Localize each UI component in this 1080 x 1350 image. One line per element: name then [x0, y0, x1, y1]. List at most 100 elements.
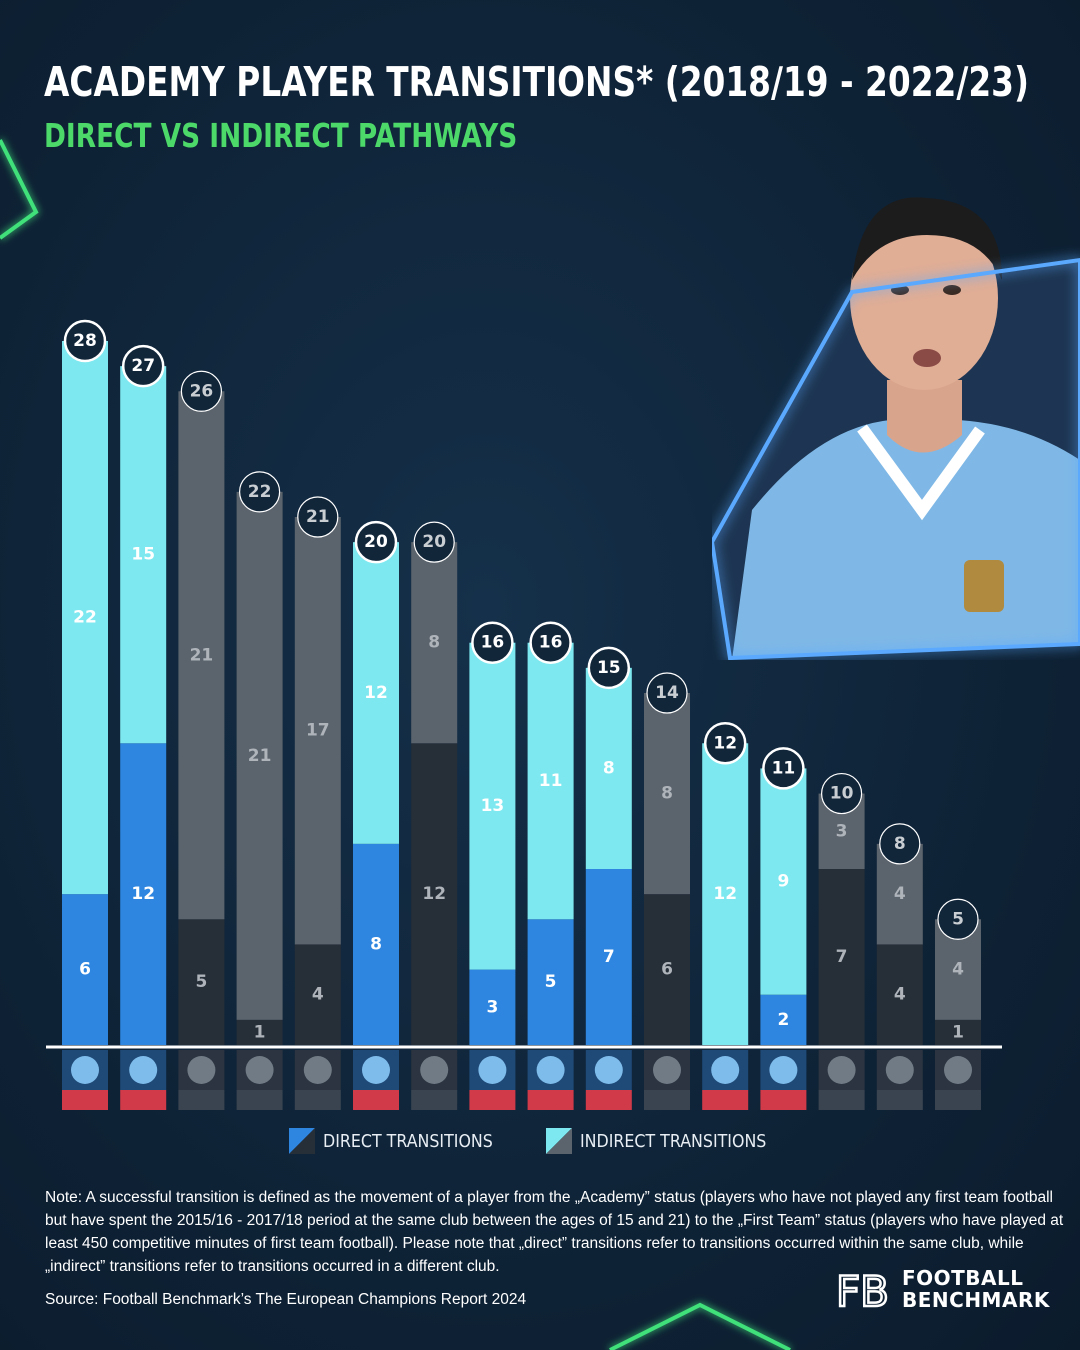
club-crest-icon	[653, 1056, 681, 1084]
bars-layer: 6222812152752126121224172181220128203131…	[62, 319, 981, 1045]
club-crest-icon	[187, 1056, 216, 1084]
bar-direct	[935, 1019, 981, 1045]
data-label-total: 21	[306, 507, 330, 527]
data-label-direct: 6	[79, 960, 91, 980]
club-crest-icon	[711, 1056, 740, 1084]
bar-indirect	[760, 768, 807, 995]
league-badge-icon	[876, 1090, 923, 1110]
league-badge-icon	[585, 1090, 632, 1110]
league-badge-icon	[236, 1090, 283, 1110]
data-label-indirect: 17	[306, 721, 330, 741]
league-badge-icon	[702, 1090, 749, 1110]
data-label-indirect: 11	[539, 771, 563, 791]
brand-line-2: BENCHMARK	[902, 1288, 1050, 1312]
bar-indirect	[62, 341, 108, 895]
club-crest-icon	[303, 1056, 332, 1084]
data-label-indirect: 4	[894, 884, 906, 904]
data-label-total: 14	[655, 683, 679, 703]
league-badge-icon	[760, 1090, 807, 1110]
bar-direct	[353, 843, 399, 1045]
chart-legend: DIRECT TRANSITIONS INDIRECT TRANSITIONS	[0, 1128, 1080, 1154]
data-label-direct: 5	[195, 972, 207, 992]
total-marker	[354, 520, 398, 564]
bar-indirect	[527, 642, 574, 920]
bar-indirect	[702, 743, 749, 1045]
league-badge-icon	[62, 1090, 108, 1110]
data-label-direct: 4	[312, 985, 324, 1005]
footnote: Note: A successful transition is defined…	[45, 1189, 1064, 1275]
total-marker	[820, 772, 863, 815]
data-label-total: 26	[190, 381, 214, 401]
data-label-total: 10	[830, 784, 854, 804]
green-glow-line-bottom	[609, 1302, 791, 1350]
league-badge-icon	[411, 1090, 458, 1110]
club-crest-icon	[769, 1056, 798, 1084]
data-label-total: 28	[73, 331, 97, 351]
bar-indirect	[294, 517, 341, 945]
bar-direct	[527, 919, 574, 1045]
data-label-total: 12	[713, 733, 737, 753]
total-marker	[63, 319, 107, 363]
total-marker	[413, 521, 455, 563]
data-label-total: 5	[952, 909, 964, 929]
total-marker	[762, 747, 805, 790]
bar-direct	[294, 944, 341, 1045]
bar-direct	[411, 743, 458, 1045]
source-text: Source: Football Benchmark’s The Europea…	[45, 1291, 527, 1308]
league-badge-icon	[469, 1090, 516, 1110]
legend-item-direct: DIRECT TRANSITIONS	[288, 1128, 516, 1154]
bar-indirect	[120, 366, 167, 744]
league-badge-icon	[935, 1090, 981, 1110]
data-label-direct: 5	[545, 972, 557, 992]
data-label-direct: 7	[836, 947, 848, 967]
bar-indirect	[469, 642, 516, 970]
chart-subtitle: DIRECT VS INDIRECT PATHWAYS	[44, 116, 518, 155]
data-label-total: 22	[248, 482, 272, 502]
data-label-indirect: 8	[603, 758, 615, 778]
data-label-direct: 3	[486, 997, 498, 1017]
legend-item-indirect: INDIRECT TRANSITIONS	[545, 1128, 792, 1154]
data-label-total: 20	[422, 532, 446, 552]
total-marker	[180, 370, 222, 412]
club-crest-icon	[71, 1056, 99, 1084]
bar-indirect	[178, 391, 225, 920]
data-label-direct: 8	[370, 934, 382, 954]
bar-indirect	[411, 542, 458, 744]
data-label-indirect: 15	[131, 545, 155, 565]
bar-direct	[62, 894, 108, 1045]
club-crest-icon	[885, 1056, 914, 1084]
data-label-direct: 1	[952, 1022, 964, 1042]
club-crest-icon	[362, 1056, 390, 1084]
club-crest-icon	[420, 1056, 449, 1084]
fb-logo-icon: FB	[836, 1266, 888, 1312]
bar-indirect	[353, 542, 399, 844]
bar-indirect	[236, 491, 283, 1020]
data-label-direct: 12	[131, 884, 155, 904]
club-crest-icon	[536, 1056, 565, 1084]
data-label-indirect: 12	[713, 884, 737, 904]
data-label-indirect: 8	[661, 784, 673, 804]
data-label-total: 8	[894, 834, 906, 854]
legend-swatch-direct	[288, 1128, 315, 1154]
club-crest-icon	[827, 1056, 856, 1084]
bar-direct	[178, 919, 225, 1045]
total-marker	[937, 898, 979, 940]
bar-direct	[120, 743, 167, 1045]
data-label-indirect: 9	[777, 872, 789, 892]
svg-text:FB: FB	[836, 1267, 888, 1312]
total-marker	[121, 344, 165, 388]
league-badge-icon	[818, 1090, 865, 1110]
data-label-total: 16	[481, 633, 505, 653]
data-label-direct: 4	[894, 985, 906, 1005]
league-badge-icon	[644, 1090, 690, 1110]
total-marker	[587, 646, 631, 690]
data-label-total: 11	[772, 758, 796, 778]
league-badge-icon	[353, 1090, 399, 1110]
data-label-total: 27	[131, 356, 155, 376]
total-marker	[239, 471, 281, 513]
club-badges-layer	[62, 1050, 981, 1110]
club-crest-icon	[129, 1056, 158, 1084]
bar-direct	[760, 994, 807, 1045]
data-label-direct: 6	[661, 960, 673, 980]
